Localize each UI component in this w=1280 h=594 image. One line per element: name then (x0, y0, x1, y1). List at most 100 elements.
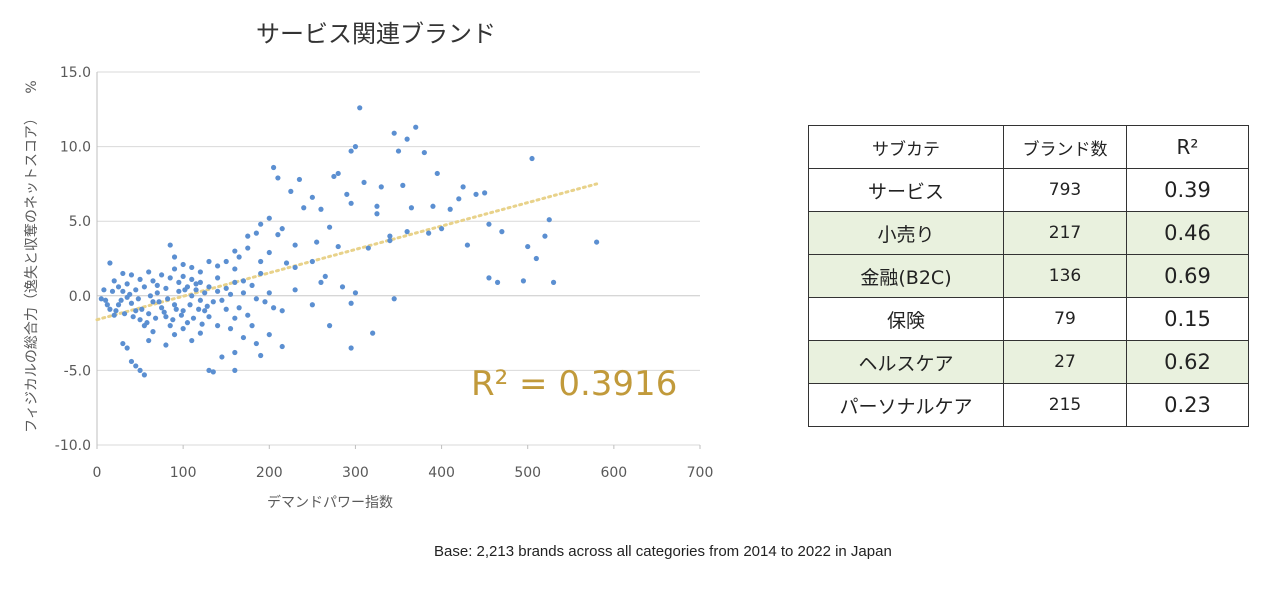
y-tick-label: 10.0 (60, 140, 91, 156)
data-point (232, 367, 238, 373)
data-point (253, 340, 259, 347)
data-point (146, 269, 152, 275)
data-point (335, 243, 341, 250)
data-point (120, 270, 126, 277)
data-point (204, 303, 210, 309)
data-point (167, 242, 173, 248)
data-point (283, 260, 290, 266)
data-point (111, 312, 117, 318)
data-point (189, 264, 195, 271)
data-point (520, 278, 527, 284)
data-point (139, 306, 145, 312)
data-point (206, 258, 212, 265)
data-point (98, 296, 104, 302)
row-r2: 0.23 (1126, 383, 1249, 427)
data-point (352, 290, 359, 296)
data-point (137, 367, 143, 373)
data-point (189, 276, 195, 282)
data-point (266, 290, 272, 296)
data-point (227, 326, 234, 332)
data-point (430, 203, 436, 209)
data-point (482, 190, 488, 196)
row-brand-count: 217 (1003, 211, 1127, 255)
data-point (152, 315, 159, 321)
data-point (202, 308, 208, 314)
data-point (258, 258, 264, 265)
data-point (189, 293, 195, 299)
data-point (460, 184, 466, 190)
data-point (202, 290, 208, 296)
data-point (361, 179, 367, 186)
x-axis-label: デマンドパワー指数 (267, 494, 393, 511)
data-point (178, 312, 185, 318)
data-point (262, 299, 268, 305)
y-tick-label: 0.0 (69, 289, 91, 305)
data-point (292, 287, 298, 293)
data-point (167, 323, 173, 329)
data-point (249, 323, 255, 329)
data-point (391, 130, 397, 136)
data-point (137, 276, 143, 282)
data-point (180, 326, 186, 332)
data-point (275, 175, 281, 181)
data-point (253, 296, 259, 302)
data-point (133, 287, 139, 293)
data-point (546, 217, 552, 223)
data-point (182, 287, 188, 293)
data-point (223, 258, 229, 265)
data-point (197, 279, 203, 285)
data-point (421, 149, 427, 156)
data-point (103, 297, 109, 303)
data-point (404, 229, 410, 235)
data-point (206, 367, 212, 373)
data-point (240, 290, 247, 296)
data-point (176, 288, 182, 294)
table-row: 保険 79 0.15 (808, 297, 1249, 341)
y-tick-label: -5.0 (64, 363, 91, 379)
data-point (130, 314, 136, 320)
data-point (223, 285, 229, 291)
data-point (128, 300, 135, 306)
data-point (223, 306, 229, 312)
data-point (170, 317, 176, 323)
data-point (107, 260, 113, 266)
data-point (245, 233, 251, 239)
chart-title: サービス関連ブランド (256, 20, 496, 48)
data-point (339, 284, 346, 290)
data-point (197, 269, 203, 275)
data-point (344, 191, 350, 197)
data-point (104, 302, 110, 308)
data-point (210, 369, 216, 375)
data-point (270, 164, 277, 171)
x-tick-label: 0 (93, 465, 102, 481)
data-point (374, 203, 380, 209)
x-tick-label: 100 (170, 465, 197, 481)
data-point (240, 278, 247, 284)
data-point (279, 343, 285, 350)
data-point (486, 275, 492, 281)
data-point (206, 284, 212, 290)
row-r2: 0.39 (1126, 168, 1249, 212)
data-point (128, 358, 135, 365)
data-point (147, 293, 154, 299)
y-axis-unit: % (24, 80, 40, 93)
data-point (115, 284, 122, 290)
data-point (197, 297, 203, 303)
data-point (348, 148, 354, 154)
data-point (128, 272, 135, 278)
row-r2: 0.15 (1126, 297, 1249, 341)
row-brand-count: 136 (1003, 254, 1127, 298)
data-point (322, 273, 328, 280)
data-point (275, 232, 281, 238)
data-point (326, 224, 333, 230)
data-point (120, 288, 126, 294)
x-tick-label: 400 (428, 465, 455, 481)
data-point (232, 279, 238, 285)
data-point (215, 275, 221, 281)
data-point (171, 254, 178, 260)
data-point (331, 173, 337, 180)
x-tick-label: 300 (342, 465, 369, 481)
x-tick-label: 200 (256, 465, 283, 481)
data-point (176, 279, 182, 285)
data-point (378, 184, 384, 190)
